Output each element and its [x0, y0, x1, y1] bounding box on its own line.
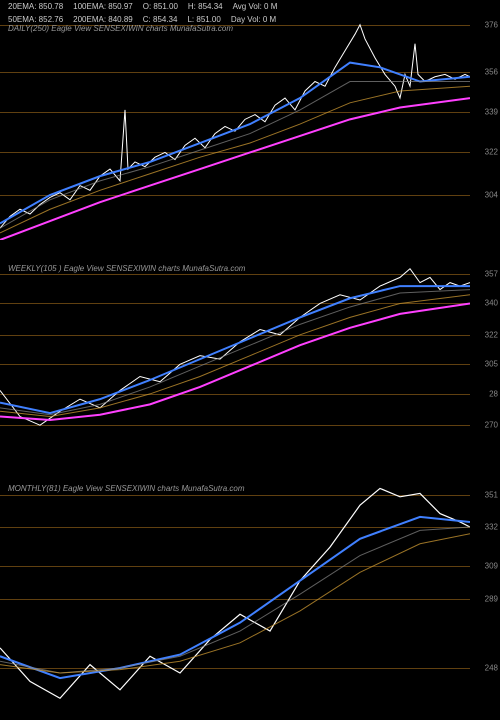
series-ema100	[0, 534, 470, 673]
header-row-1: 20EMA: 850.78 100EMA: 850.97 O: 851.00 H: 8…	[0, 0, 500, 13]
chart-svg	[0, 480, 470, 715]
y-tick-label: 332	[485, 523, 498, 532]
series-ema50	[0, 82, 470, 229]
y-axis-labels: 376 356 339 322 304	[472, 20, 500, 240]
y-tick-label: 28	[489, 389, 498, 398]
y-tick-label: 305	[485, 360, 498, 369]
series-price	[0, 269, 470, 426]
panel-title: MONTHLY(81) Eagle View SENSEXIWIN charts…	[8, 484, 245, 493]
chart-panel: MONTHLY(81) Eagle View SENSEXIWIN charts…	[0, 480, 500, 715]
y-tick-label: 376	[485, 20, 498, 29]
series-ema20	[0, 286, 470, 413]
y-tick-label: 322	[485, 330, 498, 339]
y-tick-label: 304	[485, 191, 498, 200]
y-tick-label: 270	[485, 421, 498, 430]
y-tick-label: 356	[485, 68, 498, 77]
y-axis-labels: 357 340 322 305 28 270	[472, 260, 500, 460]
y-tick-label: 309	[485, 561, 498, 570]
chart-panel: DAILY(250) Eagle View SENSEXIWIN charts …	[0, 20, 500, 240]
panel-title: DAILY(250) Eagle View SENSEXIWIN charts …	[8, 24, 233, 33]
header-stat: 20EMA: 850.78	[8, 2, 63, 11]
series-ema50	[0, 527, 470, 673]
panel-title: WEEKLY(105 ) Eagle View SENSEXIWIN chart…	[8, 264, 245, 273]
chart-svg	[0, 20, 470, 240]
y-tick-label: 351	[485, 491, 498, 500]
y-tick-label: 357	[485, 269, 498, 278]
series-ema20	[0, 517, 470, 678]
y-tick-label: 248	[485, 664, 498, 673]
header-stat: Avg Vol: 0 M	[233, 2, 278, 11]
series-price	[0, 488, 470, 698]
y-tick-label: 339	[485, 108, 498, 117]
header-stat: H: 854.34	[188, 2, 223, 11]
series-ema50	[0, 290, 470, 415]
chart-panel: WEEKLY(105 ) Eagle View SENSEXIWIN chart…	[0, 260, 500, 460]
series-ema200	[0, 98, 470, 240]
header-stat: 100EMA: 850.97	[73, 2, 133, 11]
chart-svg	[0, 260, 470, 460]
y-axis-labels: 351 332 309 289 248	[472, 480, 500, 715]
header-stat: O: 851.00	[143, 2, 178, 11]
series-price	[0, 25, 470, 228]
y-tick-label: 340	[485, 299, 498, 308]
y-tick-label: 322	[485, 148, 498, 157]
y-tick-label: 289	[485, 595, 498, 604]
